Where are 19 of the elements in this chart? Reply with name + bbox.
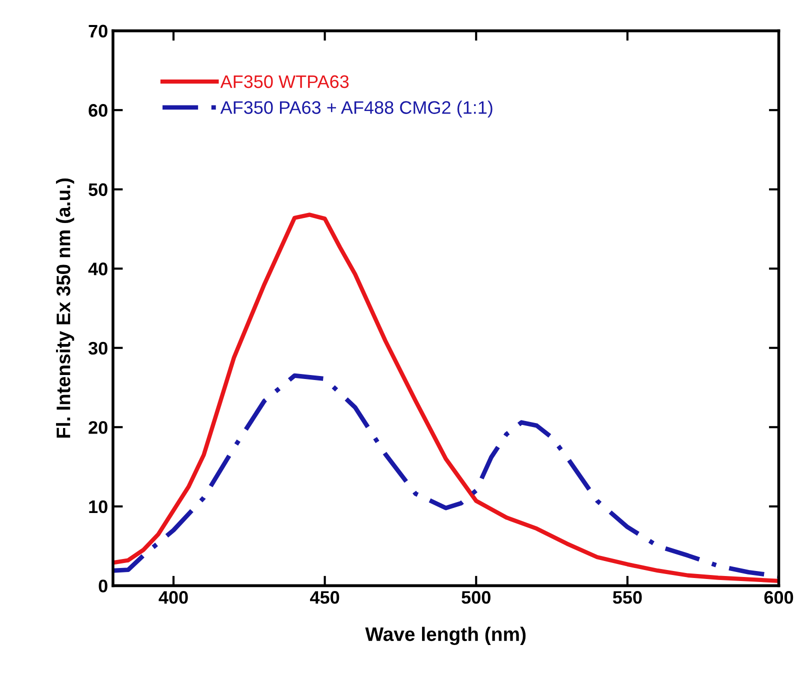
x-tick-label: 500 [462,591,490,604]
x-axis-title: Wave length (nm) [365,626,526,646]
x-tick-label: 550 [612,591,642,604]
y-tick-label: 10 [89,500,108,514]
x-tick-label: 600 [764,591,794,604]
y-tick-label: 0 [98,580,108,592]
line-series [112,373,779,578]
line-series [112,212,779,584]
y-tick-label: 30 [88,342,108,355]
x-tick-label: 400 [158,591,188,604]
x-tick-label: 450 [310,591,340,604]
y-tick-label: 60 [88,104,108,117]
y-tick-label: 20 [88,421,108,434]
y-axis-title: Fl. Intensity Ex 350 nm (a.u.) [56,178,74,438]
y-tick-label: 50 [88,183,108,196]
y-tick-label: 40 [88,262,108,276]
y-tick-label: 70 [88,24,108,38]
legend-label: AF350 WTPA63 [220,75,349,88]
legend-label: AF350 PA63 + AF488 CMG2 (1:1) [220,100,492,118]
